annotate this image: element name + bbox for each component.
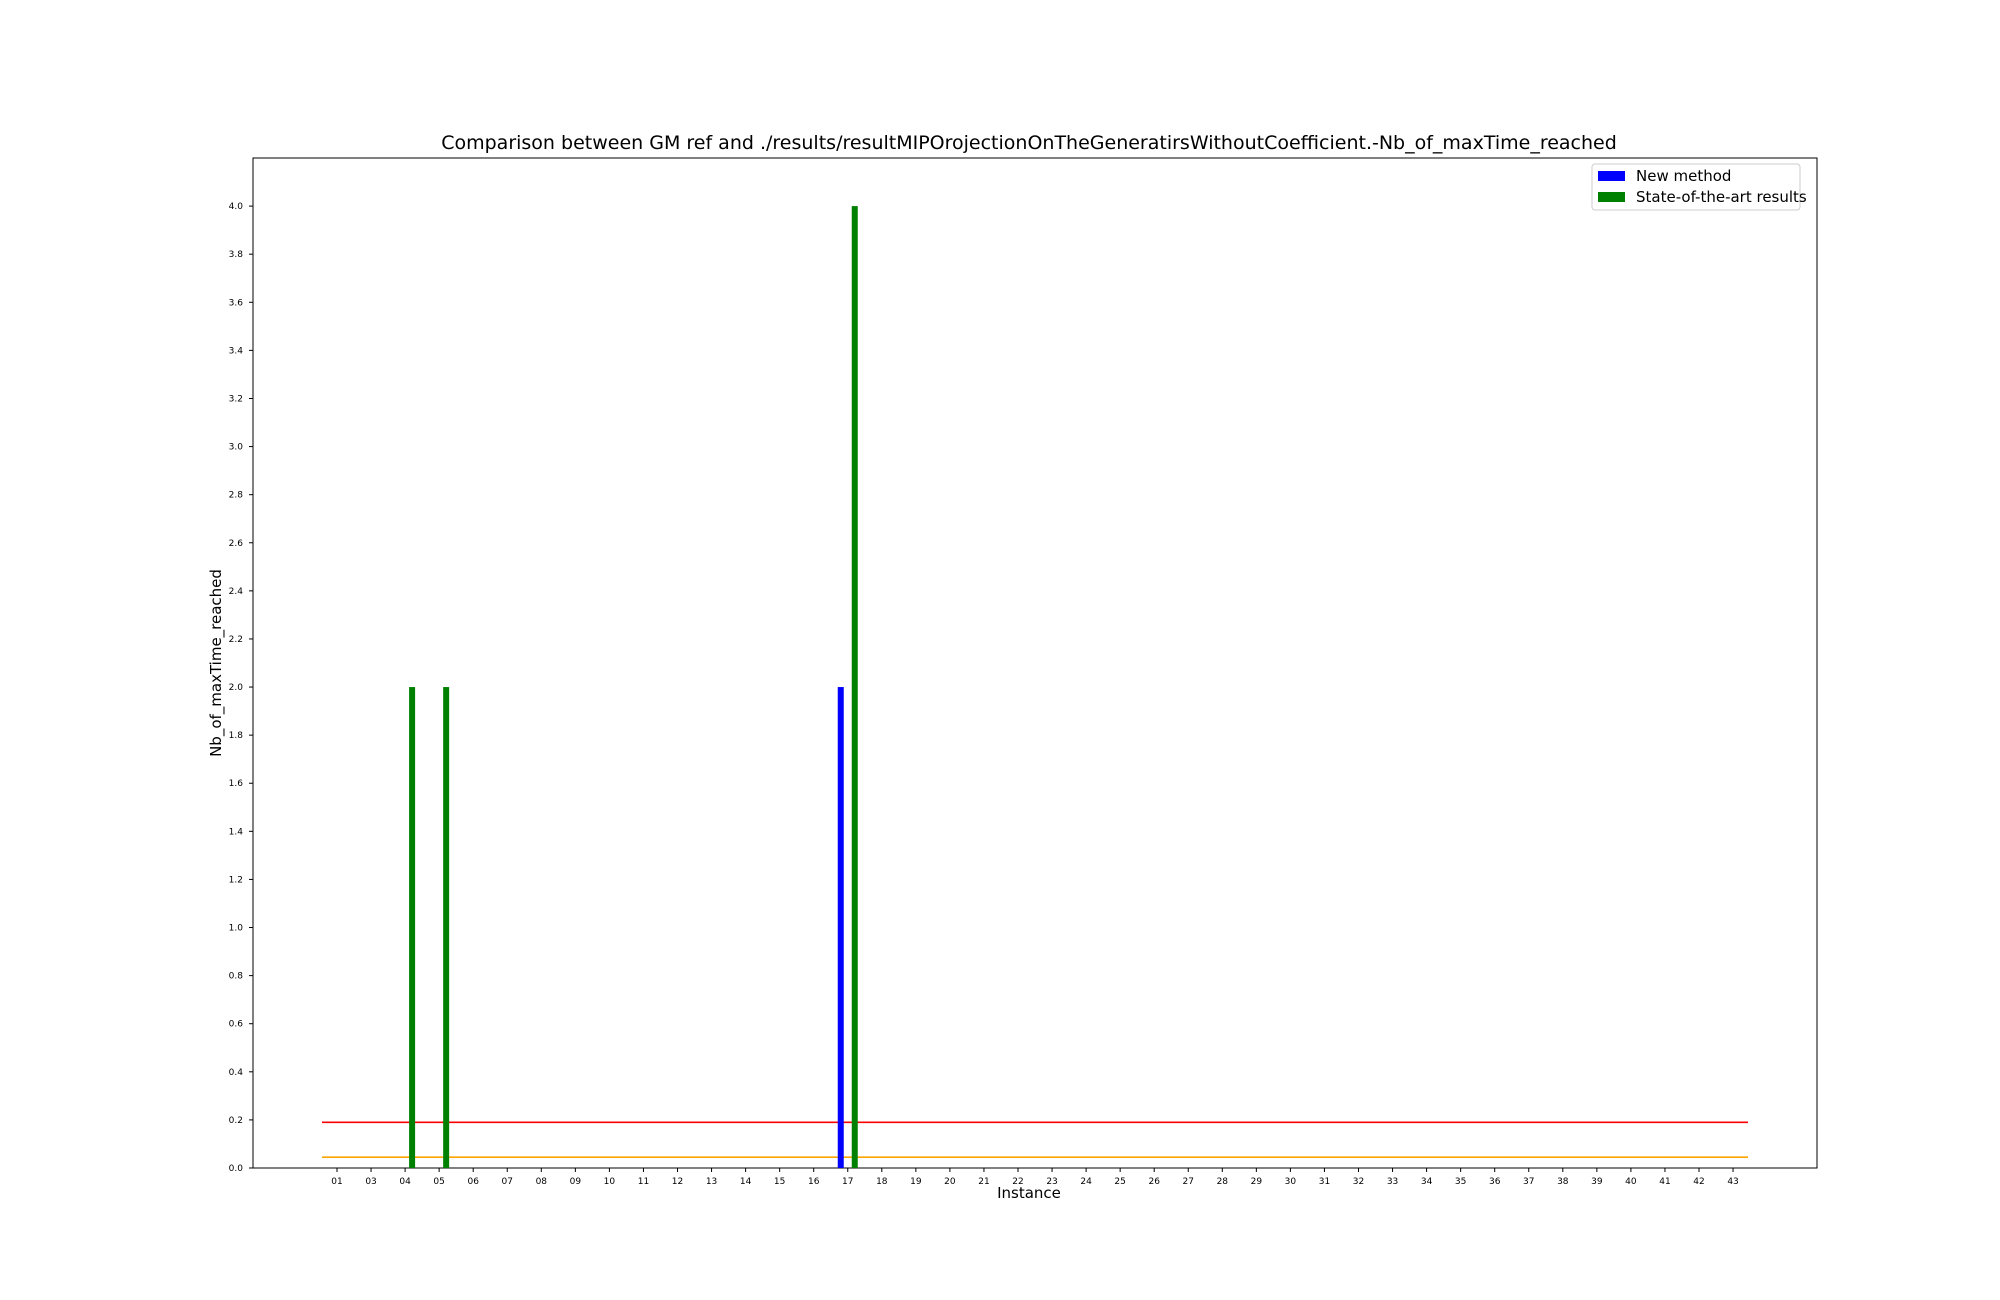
legend-swatch-state-of-the-art [1598,192,1625,202]
x-tick-label-03: 03 [365,1177,376,1187]
bar-state-of-the-art-17 [851,206,858,1169]
x-tick-label-24: 24 [1080,1177,1092,1187]
y-tick-label-20: 4.0 [229,202,244,212]
x-tick-label-32: 32 [1353,1177,1364,1187]
x-tick-label-15: 15 [774,1177,785,1187]
x-tick-label-41: 41 [1659,1177,1670,1187]
x-tick-label-25: 25 [1114,1177,1125,1187]
x-tick-label-08: 08 [536,1177,548,1187]
x-tick-label-28: 28 [1217,1177,1229,1187]
y-tick-label-14: 2.8 [229,491,244,501]
y-tick-label-5: 1.0 [229,924,244,934]
y-tick-label-17: 3.4 [229,346,244,356]
y-tick-label-0: 0.0 [229,1164,244,1174]
axes-frame [252,157,1818,1169]
y-tick-label-12: 2.4 [229,587,244,597]
x-tick-label-04: 04 [399,1177,411,1187]
y-tick-label-3: 0.6 [229,1020,244,1030]
y-tick-label-6: 1.2 [229,875,243,885]
bar-state-of-the-art-04 [409,687,416,1168]
x-tick-label-14: 14 [740,1177,752,1187]
y-tick-label-2: 0.4 [229,1068,244,1078]
x-tick-label-11: 11 [638,1177,649,1187]
y-tick-label-13: 2.6 [229,539,244,549]
legend-label-new-method: New method [1636,167,1731,185]
bar-new-method-17 [837,687,844,1168]
x-tick-label-17: 17 [842,1177,853,1187]
x-tick-label-40: 40 [1625,1177,1637,1187]
y-tick-label-9: 1.8 [229,731,244,741]
y-axis-label: Nb_of_maxTime_reached [207,569,226,757]
y-tick-label-4: 0.8 [229,972,244,982]
x-tick-label-19: 19 [910,1177,922,1187]
x-tick-label-42: 42 [1693,1177,1704,1187]
legend-swatch-new-method [1598,171,1625,181]
x-tick-label-36: 36 [1489,1177,1501,1187]
x-tick-label-43: 43 [1727,1177,1738,1187]
plot-area: 0.0 0.2 0.4 0.6 0.8 1.0 1.2 1.4 1.6 1.8 2.0 2.2 2.4 2… [229,157,1818,1187]
x-tick-label-22: 22 [1012,1177,1023,1187]
y-tick-label-10: 2.0 [229,683,244,693]
x-tick-label-38: 38 [1557,1177,1569,1187]
bar-state-of-the-art-05 [443,687,450,1168]
x-tick-label-12: 12 [672,1177,683,1187]
x-tick-label-05: 05 [433,1177,444,1187]
x-tick-label-09: 09 [570,1177,582,1187]
x-tick-label-26: 26 [1148,1177,1160,1187]
y-tick-label-18: 3.6 [229,298,244,308]
x-tick-label-33: 33 [1387,1177,1398,1187]
x-tick-label-35: 35 [1455,1177,1466,1187]
legend-label-state-of-the-art: State-of-the-art results [1636,188,1807,206]
x-axis-label: Instance [997,1184,1061,1202]
y-tick-label-15: 3.0 [229,443,244,453]
x-tick-label-29: 29 [1251,1177,1263,1187]
y-tick-label-8: 1.6 [229,779,244,789]
x-tick-label-37: 37 [1523,1177,1534,1187]
y-tick-label-11: 2.2 [229,635,243,645]
legend-box [1591,163,1801,211]
x-tick-label-06: 06 [467,1177,479,1187]
x-tick-label-39: 39 [1591,1177,1603,1187]
x-tick-label-10: 10 [604,1177,616,1187]
x-tick-label-18: 18 [876,1177,888,1187]
chart-title: Comparison between GM ref and ./results/… [441,132,1617,154]
x-tick-label-13: 13 [706,1177,717,1187]
legend: New method State-of-the-art results [1591,163,1807,211]
y-tick-label-7: 1.4 [229,827,244,837]
y-tick-label-16: 3.2 [229,394,243,404]
x-tick-label-20: 20 [944,1177,956,1187]
x-tick-label-16: 16 [808,1177,820,1187]
x-tick-label-07: 07 [502,1177,513,1187]
x-tick-label-31: 31 [1319,1177,1330,1187]
x-tick-label-27: 27 [1183,1177,1194,1187]
x-tick-label-21: 21 [978,1177,989,1187]
x-tick-label-34: 34 [1421,1177,1433,1187]
y-tick-label-1: 0.2 [229,1116,243,1126]
y-tick-label-19: 3.8 [229,250,244,260]
x-tick-label-01: 01 [331,1177,342,1187]
x-tick-label-30: 30 [1285,1177,1297,1187]
x-tick-label-23: 23 [1046,1177,1057,1187]
